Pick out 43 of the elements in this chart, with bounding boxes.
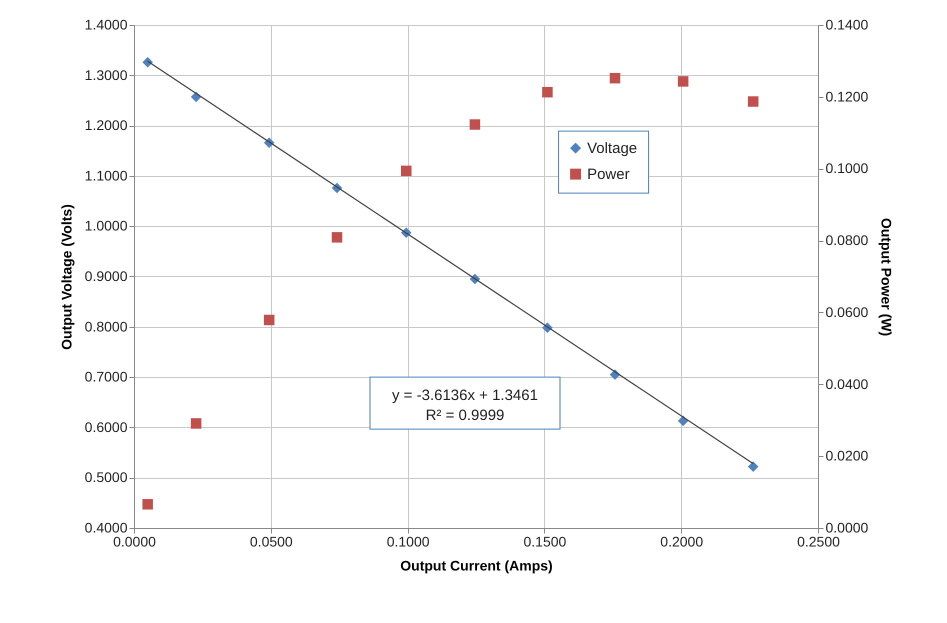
point <box>470 119 480 130</box>
y-tick-label: 1.0000 <box>84 218 128 234</box>
y-tick-label: 0.6000 <box>84 418 128 435</box>
y-tick-label: 1.1000 <box>84 167 128 184</box>
y2-tick-label: 0.0200 <box>826 448 869 464</box>
point <box>142 499 153 510</box>
point <box>190 418 202 429</box>
y2-tick-label: 0.1200 <box>826 88 869 104</box>
y2-axis-title: Output Power (W) <box>878 218 894 336</box>
y2-tick-label: 0.0400 <box>826 376 869 392</box>
y2-tick-label: 0.0600 <box>826 304 869 320</box>
legend-label: Power <box>587 166 630 184</box>
x-tick-label: 0.2500 <box>797 534 840 550</box>
point <box>748 96 758 107</box>
y-tick-label: 1.3000 <box>84 66 128 83</box>
annotation: R² = 0.9999 <box>426 407 504 424</box>
x-tick-label: 0.1000 <box>386 534 430 550</box>
y2-tick-label: 0.0000 <box>826 520 869 536</box>
point <box>610 72 620 84</box>
y-tick-label: 1.2000 <box>84 117 128 134</box>
x-tick-label: 0.0000 <box>113 534 156 550</box>
y2-tick-label: 0.0800 <box>826 232 869 248</box>
point <box>332 232 342 243</box>
y2-tick-label: 0.1400 <box>826 16 869 32</box>
y-tick-label: 0.9000 <box>84 268 128 284</box>
y-tick-label: 1.4000 <box>84 16 128 32</box>
legend-label: Voltage <box>587 140 638 158</box>
x-tick-label: 0.1500 <box>523 534 567 550</box>
y2-tick-label: 0.1000 <box>826 160 869 176</box>
point <box>264 314 274 326</box>
x-tick-label: 0.2000 <box>660 534 704 550</box>
y-tick-label: 0.4000 <box>84 520 128 536</box>
x-axis-title: Output Current (Amps) <box>400 558 553 574</box>
point <box>542 86 553 98</box>
point <box>678 76 688 87</box>
point <box>400 166 412 176</box>
point <box>748 461 758 472</box>
y-tick-label: 0.7000 <box>84 368 128 385</box>
y-tick-label: 0.5000 <box>84 469 128 486</box>
annotation: y = -3.6136x + 1.3461 <box>392 387 538 404</box>
x-tick-label: 0.0500 <box>250 534 293 550</box>
y-axis-title: Output Voltage (Volts) <box>58 204 75 350</box>
y-tick-label: 0.8000 <box>84 318 128 334</box>
